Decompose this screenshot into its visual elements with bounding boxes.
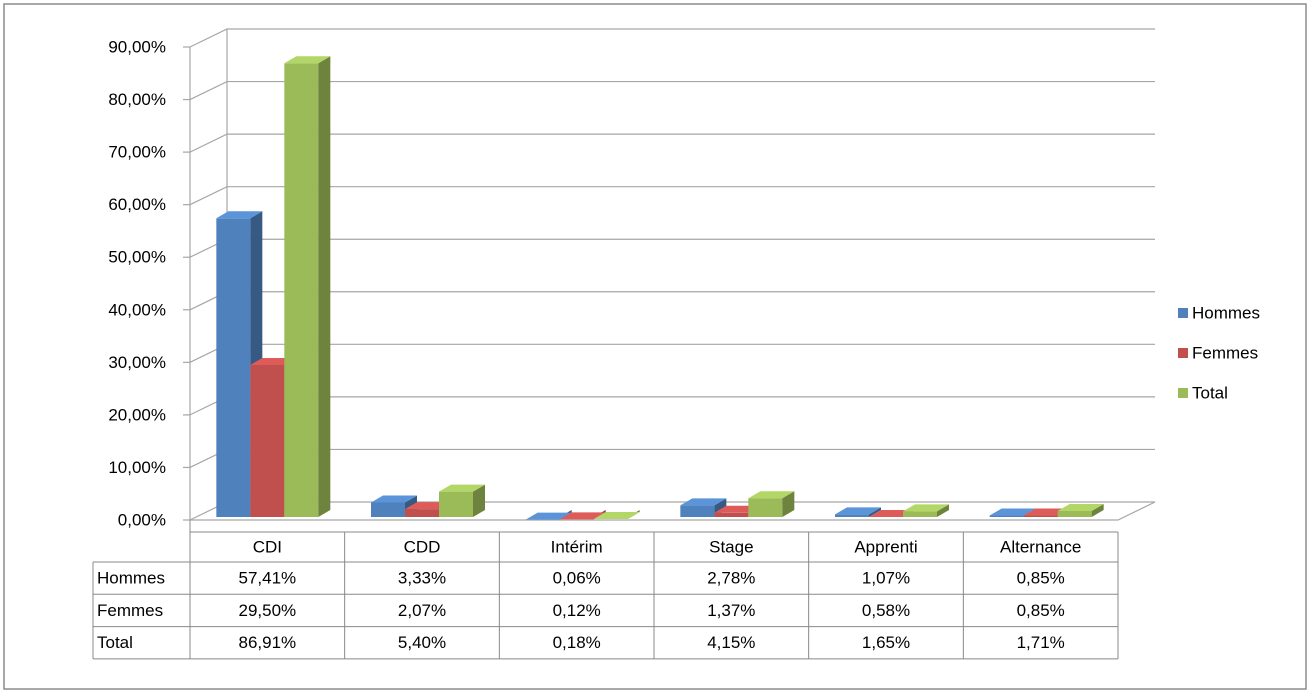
bar-front	[990, 516, 1024, 517]
table-header: Alternance	[1000, 537, 1081, 556]
table-cell: 1,65%	[862, 633, 910, 652]
table-header: Apprenti	[854, 537, 917, 556]
table-cell: 3,33%	[398, 569, 446, 588]
table-cell: 29,50%	[238, 601, 296, 620]
table-row-label: Total	[97, 633, 133, 652]
bar-front	[371, 502, 405, 517]
table-cell: 57,41%	[238, 569, 296, 588]
table-cell: 2,78%	[707, 569, 755, 588]
table-row-label: Femmes	[97, 601, 163, 620]
bar-front	[1024, 516, 1058, 517]
table-cell: 86,91%	[238, 633, 296, 652]
legend-swatch	[1178, 308, 1188, 318]
y-tick-label: 20,00%	[108, 405, 166, 424]
legend-swatch	[1178, 388, 1188, 398]
bar-front	[680, 505, 714, 517]
table-header: Stage	[709, 537, 753, 556]
legend-label: Total	[1192, 383, 1228, 402]
legend-label: Hommes	[1192, 303, 1260, 322]
chart-border	[4, 4, 1306, 689]
table-header: Intérim	[551, 537, 603, 556]
table-cell: 0,12%	[553, 601, 601, 620]
table-cell: 0,58%	[862, 601, 910, 620]
table-cell: 0,85%	[1017, 569, 1065, 588]
y-tick-label: 10,00%	[108, 458, 166, 477]
table-header: CDD	[404, 537, 441, 556]
y-tick-label: 80,00%	[108, 90, 166, 109]
table-cell: 1,71%	[1017, 633, 1065, 652]
bar-front	[439, 492, 473, 517]
y-tick-label: 60,00%	[108, 195, 166, 214]
bar-front	[216, 218, 250, 517]
bar	[748, 491, 794, 517]
y-tick-label: 0,00%	[118, 510, 166, 529]
bar-front	[714, 513, 748, 517]
table-cell: 1,37%	[707, 601, 755, 620]
bar-front	[748, 498, 782, 517]
bar-side	[318, 56, 330, 517]
legend-label: Femmes	[1192, 343, 1258, 362]
table-cell: 1,07%	[862, 569, 910, 588]
table-cell: 2,07%	[398, 601, 446, 620]
table-row-label: Hommes	[97, 569, 165, 588]
bar	[439, 485, 485, 517]
table-cell: 0,18%	[553, 633, 601, 652]
bar	[284, 56, 330, 517]
bar-front	[250, 365, 284, 517]
legend-swatch	[1178, 348, 1188, 358]
y-tick-label: 30,00%	[108, 353, 166, 372]
table-cell: 5,40%	[398, 633, 446, 652]
bar-front	[405, 509, 439, 517]
y-tick-label: 50,00%	[108, 248, 166, 267]
bar-front	[835, 514, 869, 517]
y-tick-label: 70,00%	[108, 143, 166, 162]
table-header: CDI	[253, 537, 282, 556]
y-tick-label: 90,00%	[108, 37, 166, 56]
bar-front	[1058, 511, 1092, 517]
y-tick-label: 40,00%	[108, 300, 166, 319]
bar-front	[284, 63, 318, 517]
table-cell: 0,06%	[553, 569, 601, 588]
bar-front	[903, 511, 937, 517]
table-cell: 4,15%	[707, 633, 755, 652]
table-cell: 0,85%	[1017, 601, 1065, 620]
